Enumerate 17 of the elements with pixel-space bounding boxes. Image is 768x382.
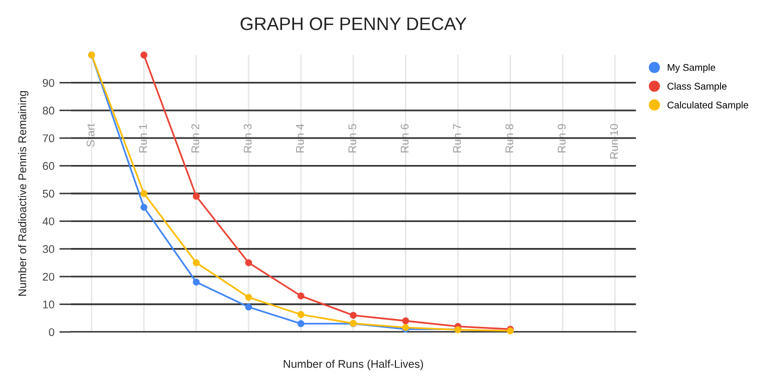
y-tick-label: 20 (42, 272, 54, 281)
y-tick-label: 30 (42, 245, 54, 254)
y-tick-label: 70 (42, 134, 54, 142)
y-tick-label: 90 (42, 78, 54, 87)
x-tick-label: Run 10 (610, 124, 618, 159)
y-tick-label: 50 (42, 190, 54, 198)
legend-label: My Sample (668, 64, 716, 73)
y-tick-label: 40 (42, 217, 54, 226)
y-axis-title: Number of Radioactive Pennis Remaining (18, 91, 28, 296)
chart-title: GRAPH OF PENNY DECAY (240, 17, 466, 30)
y-tick-label: 80 (42, 106, 54, 115)
y-tick-label: 0 (48, 328, 54, 336)
legend-label: Calculated Sample (668, 101, 748, 110)
x-axis-title: Number of Runs (Half-Lives) (284, 360, 423, 370)
legend-label: Class Sample (668, 82, 727, 92)
y-tick-label: 10 (43, 300, 54, 308)
y-tick-label: 60 (42, 162, 54, 170)
